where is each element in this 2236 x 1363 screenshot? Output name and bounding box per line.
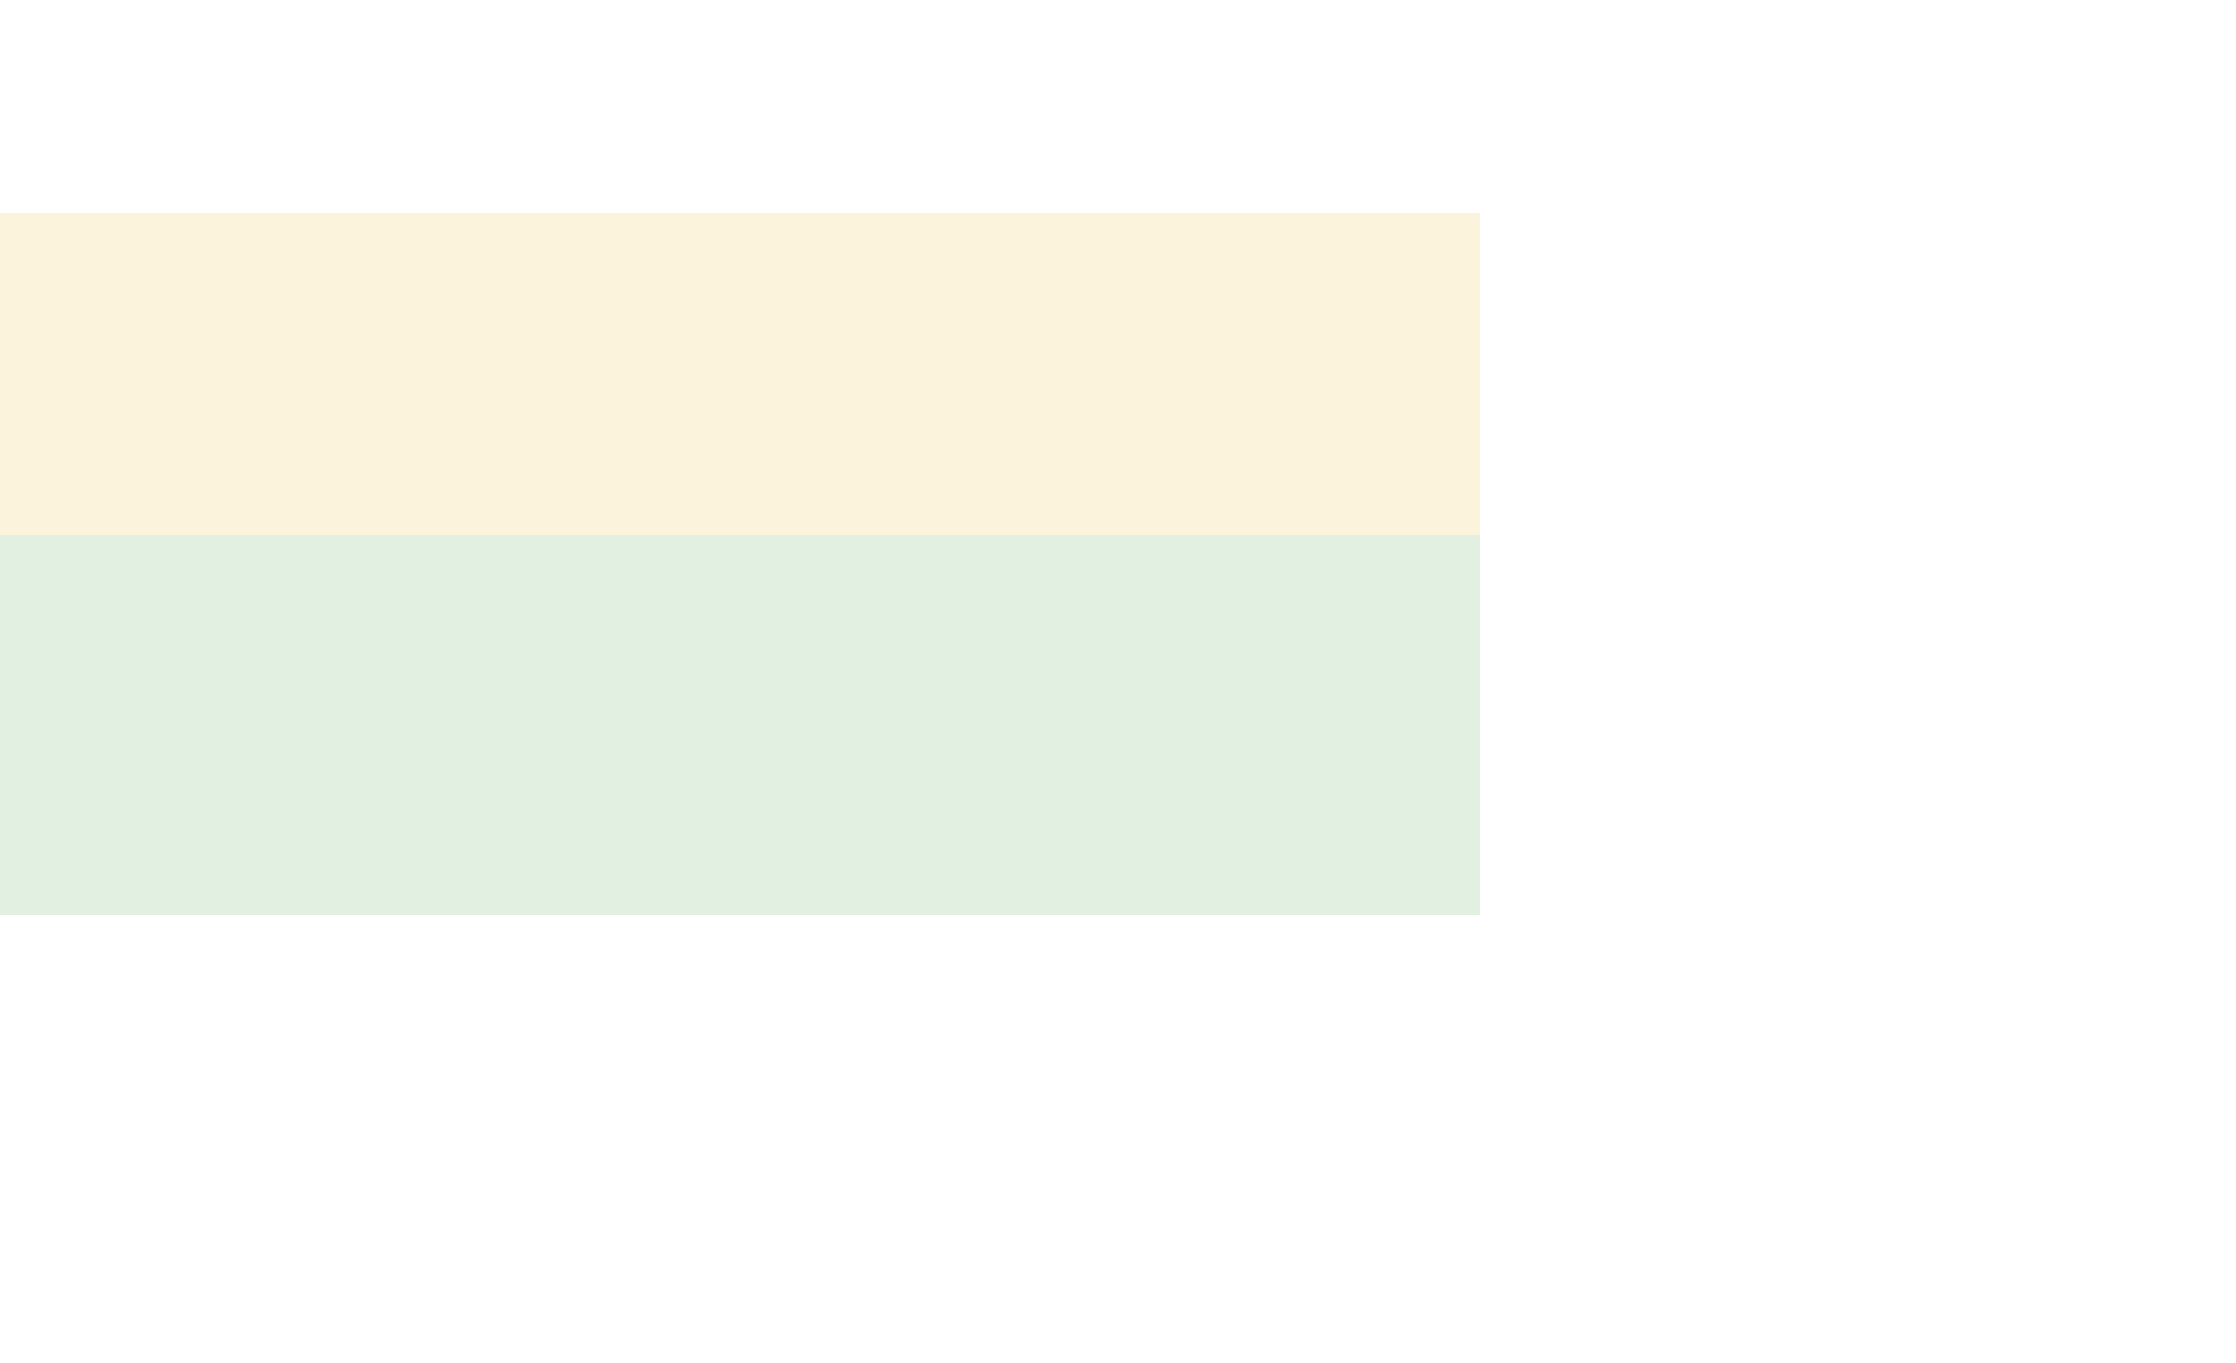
mirror-tier-band xyxy=(0,213,1480,535)
storage-tier-diagram xyxy=(0,0,1480,925)
parity-tier-band xyxy=(0,535,1480,915)
